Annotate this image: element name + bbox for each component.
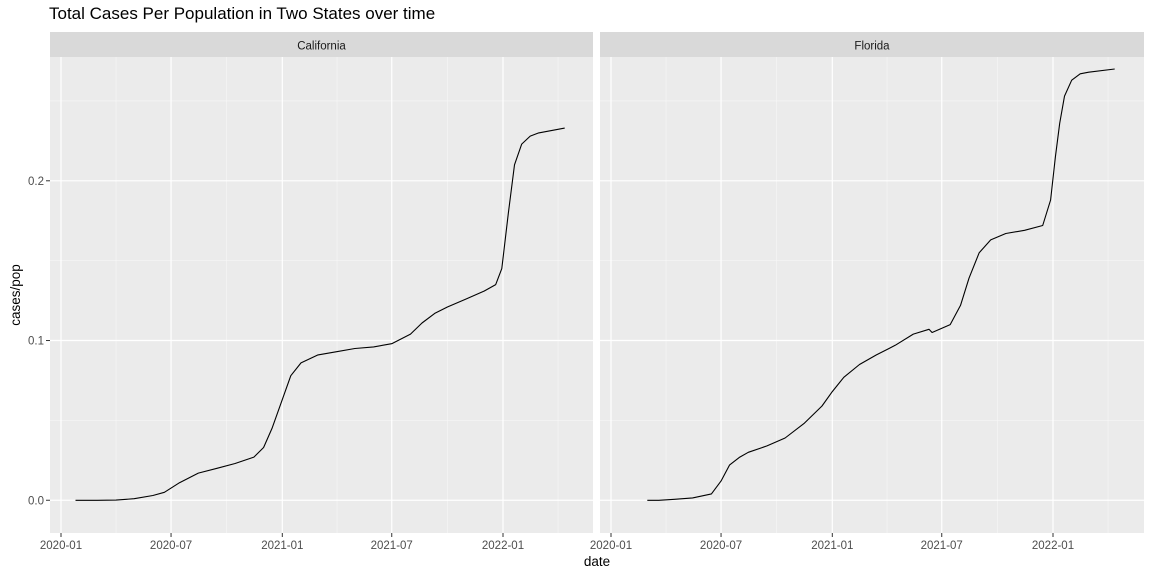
series-line-florida xyxy=(647,68,1115,501)
x-axis-title: date xyxy=(584,554,610,569)
facet-strip-label: Florida xyxy=(854,41,890,53)
x-tick-label: 2021-01 xyxy=(811,540,853,552)
facet-panel-florida: Florida 2020-01 2020-07 2021-01 2021-07 2022-… xyxy=(590,32,1144,552)
y-tick-label: 0.2 xyxy=(28,176,44,188)
facet-strip-label: California xyxy=(297,41,346,53)
x-tick-label: 2021-07 xyxy=(371,540,413,552)
x-tick-label: 2020-07 xyxy=(150,540,192,552)
x-tick-label: 2022-01 xyxy=(482,540,524,552)
y-tick-label: 0.0 xyxy=(28,495,44,507)
x-tick-label: 2021-07 xyxy=(921,540,963,552)
facet-panel-california: California 2020-01 2020-07 2021-01 2021-07 20… xyxy=(40,32,593,552)
panel-background xyxy=(600,57,1144,533)
panel-background xyxy=(50,57,593,533)
y-tick-label: 0.1 xyxy=(28,336,44,348)
series-line-california xyxy=(75,127,565,501)
facet-strip xyxy=(600,32,1144,57)
x-tick-label: 2021-01 xyxy=(261,540,303,552)
chart-title: Total Cases Per Population in Two States… xyxy=(49,4,436,23)
y-axis-title: cases/pop xyxy=(8,264,23,326)
facet-strip xyxy=(50,32,593,57)
x-tick-label: 2022-01 xyxy=(1032,540,1074,552)
y-axis: 0.0 0.1 0.2 xyxy=(28,176,50,507)
x-tick-label: 2020-01 xyxy=(40,540,82,552)
x-tick-label: 2020-01 xyxy=(590,540,632,552)
x-tick-label: 2020-07 xyxy=(700,540,742,552)
